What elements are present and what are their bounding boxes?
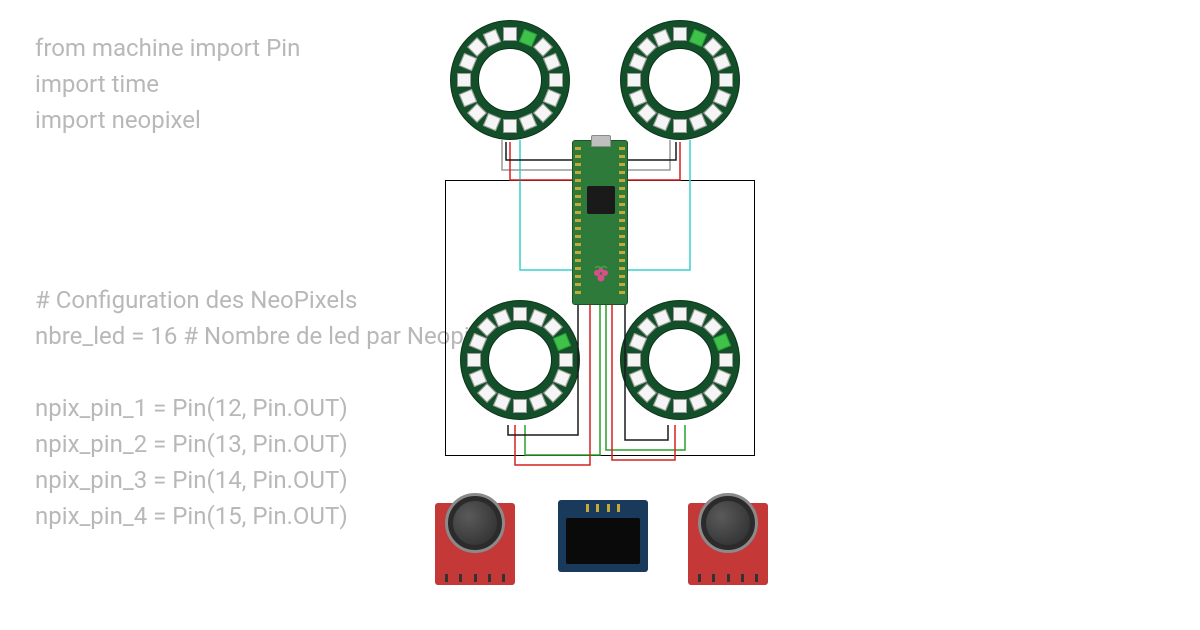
neopixel-led [673, 307, 687, 321]
neopixel-led [627, 73, 641, 87]
joystick-stick-icon [706, 501, 750, 545]
raspberry-pi-pico [572, 140, 628, 305]
wire [506, 142, 578, 160]
neopixel-led [719, 73, 733, 87]
neopixel-led [457, 73, 471, 87]
neopixel-led [719, 353, 733, 367]
neopixel-led [673, 399, 687, 413]
oled-pins [586, 504, 620, 512]
rp2040-chip-icon [587, 186, 615, 214]
neopixel-ring-2 [620, 20, 740, 140]
neopixel-led [627, 353, 641, 367]
wire [625, 142, 676, 160]
neopixel-ring-3 [460, 300, 580, 420]
neopixel-ring-4 [620, 300, 740, 420]
joystick-left [435, 490, 515, 585]
joystick-right [688, 490, 768, 585]
usb-port-icon [591, 135, 611, 147]
neopixel-led [467, 353, 481, 367]
wire [502, 140, 578, 170]
wire [510, 142, 578, 180]
oled-display [558, 500, 648, 572]
neopixel-led [673, 119, 687, 133]
wire [625, 142, 680, 180]
neopixel-led [503, 27, 517, 41]
neopixel-led [549, 73, 563, 87]
neopixel-led [673, 27, 687, 41]
raspberry-logo-icon [591, 264, 611, 284]
neopixel-led [513, 399, 527, 413]
neopixel-led [503, 119, 517, 133]
neopixel-led [513, 307, 527, 321]
neopixel-led [559, 353, 573, 367]
neopixel-ring-1 [450, 20, 570, 140]
joystick-stick-icon [453, 501, 497, 545]
wire [625, 140, 670, 170]
circuit-diagram [430, 20, 780, 630]
oled-screen [566, 518, 640, 564]
